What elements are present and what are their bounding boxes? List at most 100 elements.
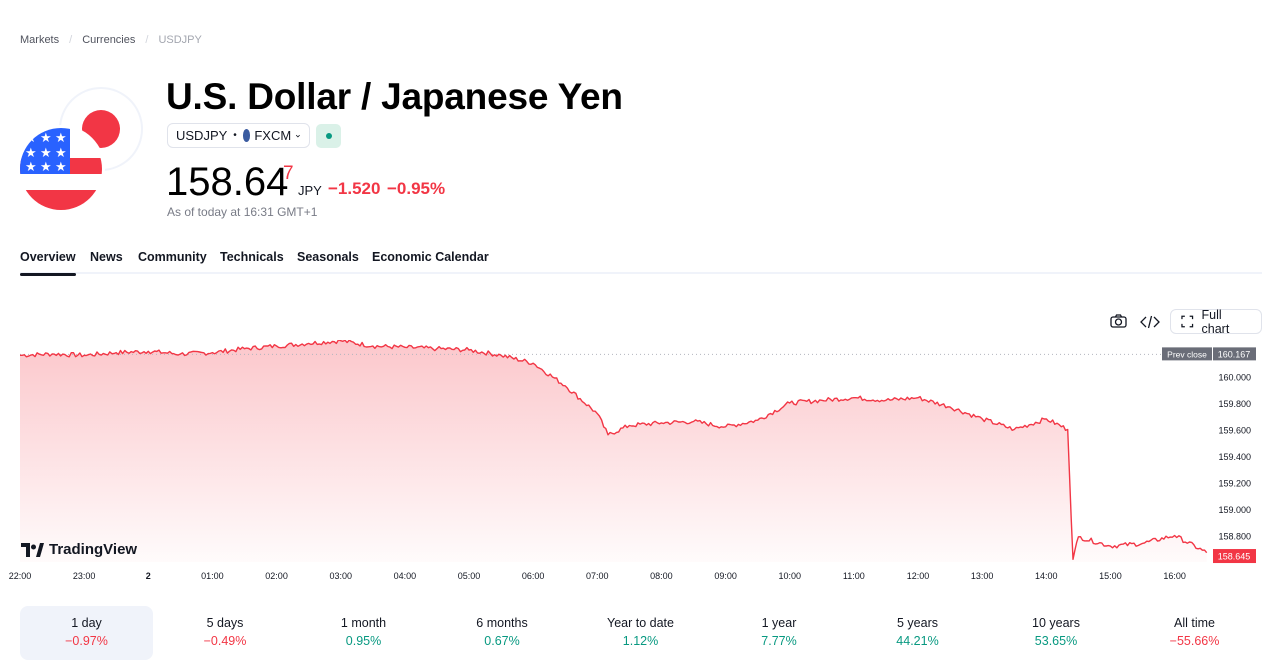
symbol-selector[interactable]: USDJPY • FXCM: [167, 123, 310, 148]
period-label: 10 years: [1032, 616, 1080, 630]
y-tick-label: 160.000: [1218, 373, 1251, 383]
x-tick-label: 07:00: [586, 571, 609, 581]
x-tick-label: 09:00: [714, 571, 737, 581]
x-tick-label: 05:00: [458, 571, 481, 581]
last-price-tag: [1213, 549, 1256, 564]
period-change: 53.65%: [1034, 634, 1078, 648]
period-label: 5 days: [206, 616, 244, 630]
tradingview-icon: [21, 542, 44, 557]
svg-text:★: ★: [55, 146, 67, 161]
period-10-years[interactable]: 10 years 53.65%: [990, 606, 1123, 660]
tab-community[interactable]: Community: [138, 250, 207, 264]
period-change: −55.66%: [1169, 634, 1220, 648]
svg-text:★: ★: [25, 160, 37, 175]
period-year-to-date[interactable]: Year to date 1.12%: [574, 606, 707, 660]
period-6-months[interactable]: 6 months 0.67%: [436, 606, 569, 660]
period-label: All time: [1174, 616, 1215, 630]
x-tick-label: 02:00: [265, 571, 288, 581]
period-change: −0.97%: [65, 634, 108, 648]
tab-news[interactable]: News: [90, 250, 123, 264]
x-tick-label: 16:00: [1163, 571, 1186, 581]
period-label: Year to date: [607, 616, 674, 630]
chevron-down-icon: [296, 134, 301, 137]
period-1-year[interactable]: 1 year 7.77%: [713, 606, 846, 660]
price-currency: JPY: [298, 183, 322, 198]
period-performance: 1 day −0.97% 5 days −0.49% 1 month 0.95% 6 mon…: [20, 606, 1262, 660]
price-timestamp: As of today at 16:31 GMT+1: [167, 205, 318, 219]
y-tick-label: 159.800: [1218, 399, 1251, 409]
svg-text:★: ★: [55, 160, 67, 175]
section-tabs: Overview News Community Technicals Seaso…: [20, 250, 1262, 276]
period-label: 1 year: [761, 616, 797, 630]
period-label: 1 month: [340, 616, 387, 630]
period-change: 44.21%: [896, 634, 939, 648]
period-all-time[interactable]: All time −55.66%: [1128, 606, 1261, 660]
period-label: 5 years: [897, 616, 938, 630]
svg-text:★: ★: [25, 146, 37, 161]
tab-economic-calendar[interactable]: Economic Calendar: [372, 250, 489, 264]
y-tick-label: 159.000: [1218, 505, 1251, 515]
svg-text:★: ★: [40, 146, 52, 161]
breadcrumb: Markets / Currencies / USDJPY: [20, 34, 202, 46]
price-chart[interactable]: 160.000 159.800 159.600 159.400 159.200 159.0…: [0, 340, 1262, 590]
symbol-name: USDJPY: [176, 128, 228, 143]
x-tick-label: 10:00: [778, 571, 801, 581]
period-change: 1.12%: [622, 634, 659, 648]
period-1-month[interactable]: 1 month 0.95%: [297, 606, 430, 660]
price-area: [20, 340, 1207, 562]
code-icon: [1139, 315, 1160, 328]
x-tick-label: 12:00: [907, 571, 930, 581]
embed-button[interactable]: [1137, 309, 1162, 334]
period-1-day[interactable]: 1 day −0.97%: [20, 606, 153, 660]
price-change-percent: −0.95%: [387, 179, 446, 198]
period-5-days[interactable]: 5 days −0.49%: [159, 606, 292, 660]
tradingview-logo[interactable]: TradingView: [21, 541, 137, 558]
prev-close-value-tag: [1213, 347, 1256, 361]
tab-overview[interactable]: Overview: [20, 250, 76, 276]
camera-icon: [1110, 314, 1127, 328]
breadcrumb-separator: /: [145, 34, 149, 46]
snapshot-button[interactable]: [1106, 309, 1131, 334]
y-tick-label: 159.200: [1218, 479, 1251, 489]
tab-seasonals[interactable]: Seasonals: [297, 250, 359, 264]
price-line: [20, 340, 1208, 560]
price-last-digit: 7: [283, 163, 294, 184]
breadcrumb-current: USDJPY: [158, 34, 202, 46]
y-tick-label: 159.400: [1218, 452, 1251, 462]
x-tick-label: 22:00: [9, 571, 32, 581]
y-tick-label: 159.600: [1218, 426, 1251, 436]
breadcrumb-currencies[interactable]: Currencies: [82, 34, 136, 46]
page-title: U.S. Dollar / Japanese Yen: [166, 76, 623, 117]
x-tick-label: 01:00: [201, 571, 224, 581]
svg-text:★: ★: [40, 160, 52, 175]
x-tick-label: 2: [146, 571, 151, 581]
tab-technicals[interactable]: Technicals: [220, 250, 284, 264]
x-tick-label: 03:00: [329, 571, 352, 581]
x-tick-label: 14:00: [1035, 571, 1058, 581]
currency-pair-logo: ★★★ ★★★ ★★★: [20, 87, 143, 212]
exchange-name: FXCM: [254, 128, 292, 143]
last-price-value: 158.645: [1218, 552, 1251, 562]
x-tick-label: 15:00: [1099, 571, 1122, 581]
y-tick-label: 158.800: [1218, 532, 1251, 542]
full-chart-label: Full chart: [1201, 307, 1230, 336]
breadcrumb-markets[interactable]: Markets: [20, 34, 60, 46]
prev-close-label: Prev close: [1167, 349, 1207, 359]
period-change: 0.67%: [484, 634, 520, 648]
period-change: −0.49%: [203, 634, 247, 648]
svg-text:★: ★: [40, 131, 52, 146]
separator-dot: •: [233, 130, 237, 141]
x-tick-label: 08:00: [650, 571, 673, 581]
breadcrumb-separator: /: [69, 34, 73, 46]
period-label: 6 months: [476, 616, 528, 630]
exchange-icon: [242, 129, 251, 142]
price-value: 158.64: [166, 160, 289, 204]
period-5-years[interactable]: 5 years 44.21%: [851, 606, 984, 660]
price-change: −1.520: [328, 179, 381, 198]
prev-close-value: 160.167: [1218, 349, 1251, 359]
full-chart-button[interactable]: Full chart: [1170, 307, 1262, 336]
market-status-badge[interactable]: [316, 124, 341, 148]
x-tick-label: 06:00: [522, 571, 545, 581]
fullscreen-icon: [1181, 315, 1194, 328]
x-tick-label: 23:00: [73, 571, 96, 581]
